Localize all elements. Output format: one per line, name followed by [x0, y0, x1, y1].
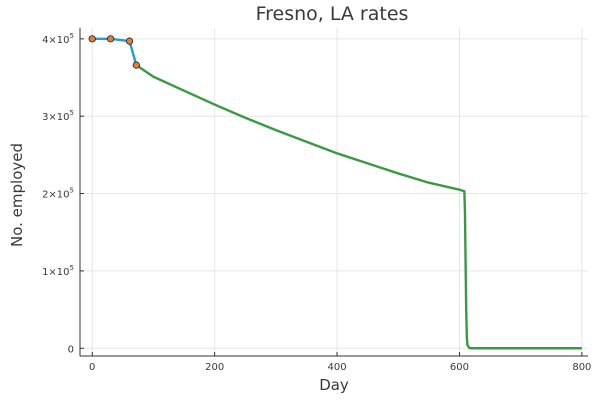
- data-point: [107, 35, 115, 43]
- x-tick-label: 800: [572, 362, 591, 373]
- data-point: [125, 37, 134, 45]
- plot-area: [88, 35, 582, 350]
- y-axis-label: No. employed: [8, 143, 26, 247]
- series-line-observed: [92, 37, 138, 66]
- data-point: [132, 61, 140, 69]
- y-tick-label: 3×105: [42, 109, 74, 123]
- chart-title: Fresno, LA rates: [256, 3, 409, 25]
- series-line-projection: [135, 64, 582, 350]
- grid: [80, 28, 588, 356]
- y-tick-label: 0: [68, 344, 74, 355]
- x-tick-label: 400: [328, 362, 347, 373]
- data-point: [88, 35, 96, 43]
- y-tick-label: 4×105: [42, 32, 74, 46]
- tick-labels: 0 200 400 600 800 0 1×105 2×105 3×105 4×105: [42, 32, 591, 373]
- y-tick-label: 2×105: [42, 187, 74, 201]
- y-tick-label: 1×105: [42, 264, 74, 278]
- x-tick-label: 600: [450, 362, 469, 373]
- x-tick-label: 0: [89, 362, 95, 373]
- x-axis-label: Day: [319, 376, 349, 394]
- x-tick-label: 200: [205, 362, 224, 373]
- axes: [79, 28, 588, 357]
